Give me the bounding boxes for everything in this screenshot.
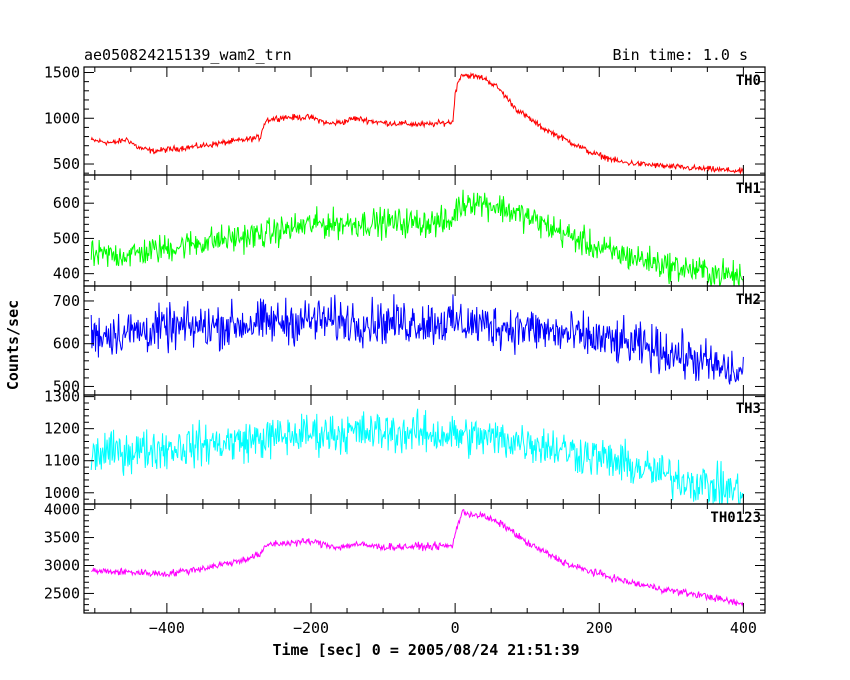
y-tick-label: 1000 — [44, 484, 80, 502]
series-line-th3 — [90, 408, 744, 504]
y-tick-label: 1200 — [44, 420, 80, 438]
y-tick-label: 600 — [53, 335, 80, 353]
series-line-th2 — [90, 294, 744, 385]
y-tick-label: 500 — [53, 155, 80, 173]
y-tick-label: 600 — [53, 194, 80, 212]
panel-label-th3: TH3 — [736, 401, 761, 417]
series-line-th1 — [90, 189, 744, 286]
x-tick-label: 200 — [586, 619, 613, 637]
y-tick-label: 1500 — [44, 63, 80, 81]
panel-label-th0123: TH0123 — [710, 510, 761, 526]
y-tick-label: 3000 — [44, 556, 80, 574]
y-tick-label: 1300 — [44, 388, 80, 406]
series-line-th0 — [90, 71, 744, 175]
y-tick-label: 400 — [53, 265, 80, 283]
y-tick-label: 1100 — [44, 452, 80, 470]
panel-frame-th0 — [83, 66, 766, 176]
panel-frame-th3 — [83, 394, 766, 505]
y-tick-label: 500 — [53, 229, 80, 247]
y-tick-label: 4000 — [44, 501, 80, 519]
x-axis-label: Time [sec] 0 = 2005/08/24 21:51:39 — [272, 641, 579, 659]
series-line-th0123 — [91, 509, 744, 608]
y-tick-label: 3500 — [44, 529, 80, 547]
chart-title: ae050824215139_wam2_trn — [84, 46, 292, 64]
y-axis-label: Counts/sec — [4, 300, 22, 390]
x-tick-label: −200 — [293, 619, 329, 637]
x-tick-label: 400 — [730, 619, 757, 637]
panel-frame-th0123 — [83, 503, 766, 614]
y-tick-label: 2500 — [44, 584, 80, 602]
y-tick-label: 1000 — [44, 109, 80, 127]
panel-label-th2: TH2 — [736, 292, 761, 308]
y-tick-label: 700 — [53, 292, 80, 310]
y-tick-label: 500 — [53, 377, 80, 395]
panel-frame-th2 — [83, 285, 766, 396]
x-tick-label: 0 — [451, 619, 460, 637]
panel-label-th0: TH0 — [736, 73, 761, 89]
bin-time-label: Bin time: 1.0 s — [613, 46, 748, 64]
panels-group: TH0 500 1000 1500 TH1 400 500 600 TH2 500 600 700 TH… — [44, 63, 766, 637]
panel-label-th1: TH1 — [736, 181, 761, 197]
x-tick-label: −400 — [149, 619, 185, 637]
